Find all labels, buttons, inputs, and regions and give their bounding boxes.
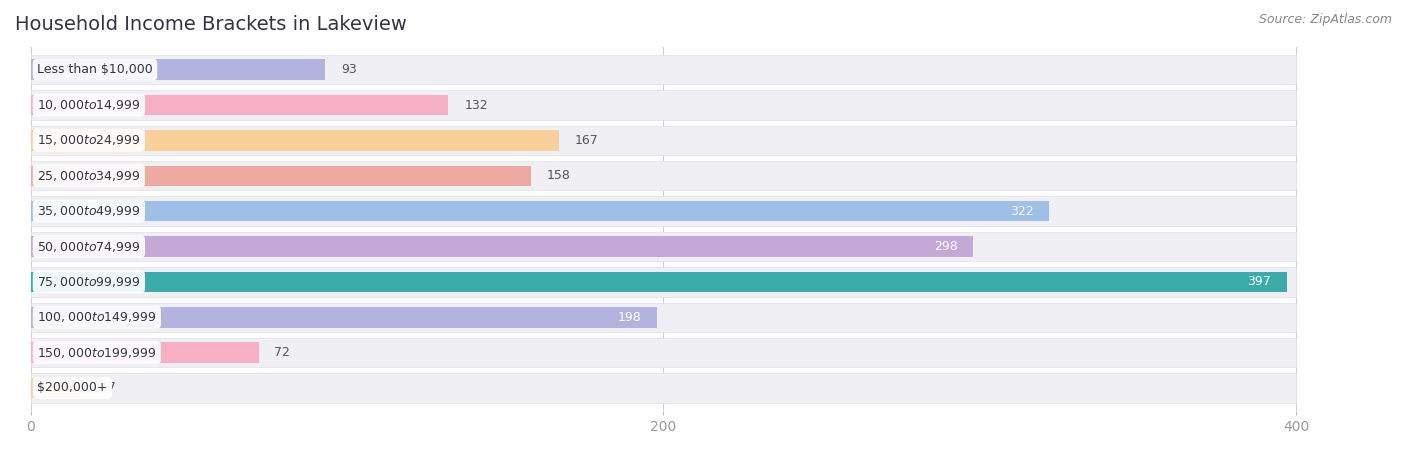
Text: $150,000 to $199,999: $150,000 to $199,999	[37, 346, 156, 360]
Bar	[31, 307, 657, 327]
Bar	[31, 236, 973, 257]
Text: Source: ZipAtlas.com: Source: ZipAtlas.com	[1258, 13, 1392, 26]
Text: $10,000 to $14,999: $10,000 to $14,999	[37, 98, 141, 112]
Text: 93: 93	[340, 63, 357, 76]
Bar	[31, 272, 1286, 292]
Text: 132: 132	[464, 98, 488, 111]
Text: 298: 298	[934, 240, 957, 253]
Bar	[31, 373, 1296, 403]
Bar	[31, 161, 1296, 190]
Bar	[31, 342, 259, 363]
Bar	[31, 90, 1296, 120]
Text: 167: 167	[575, 134, 599, 147]
Text: $35,000 to $49,999: $35,000 to $49,999	[37, 204, 141, 218]
Bar	[31, 267, 1296, 296]
Text: 198: 198	[617, 311, 641, 324]
Bar	[31, 95, 449, 115]
Text: 158: 158	[547, 169, 571, 182]
Bar	[31, 197, 1296, 226]
Text: 17: 17	[100, 382, 117, 395]
Bar	[31, 126, 1296, 155]
Bar	[31, 303, 1296, 332]
Bar	[31, 59, 325, 80]
Text: 72: 72	[274, 346, 290, 359]
Bar	[31, 166, 530, 186]
Text: $15,000 to $24,999: $15,000 to $24,999	[37, 133, 141, 147]
Bar	[31, 130, 560, 151]
Text: $25,000 to $34,999: $25,000 to $34,999	[37, 169, 141, 183]
Bar	[31, 378, 84, 398]
Text: Less than $10,000: Less than $10,000	[37, 63, 153, 76]
Text: 397: 397	[1247, 275, 1271, 288]
Text: $75,000 to $99,999: $75,000 to $99,999	[37, 275, 141, 289]
Bar	[31, 232, 1296, 261]
Text: $200,000+: $200,000+	[37, 382, 108, 395]
Text: $50,000 to $74,999: $50,000 to $74,999	[37, 239, 141, 254]
Bar	[31, 338, 1296, 367]
Bar	[31, 55, 1296, 84]
Text: $100,000 to $149,999: $100,000 to $149,999	[37, 310, 156, 324]
Text: 322: 322	[1010, 205, 1033, 218]
Text: Household Income Brackets in Lakeview: Household Income Brackets in Lakeview	[15, 15, 406, 34]
Bar	[31, 201, 1049, 221]
